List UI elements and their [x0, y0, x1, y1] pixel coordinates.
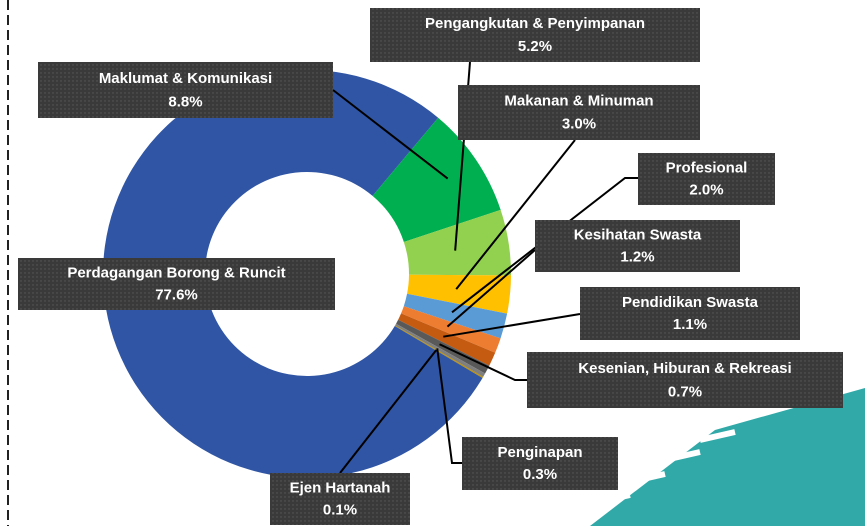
category-label: Kesenian, Hiburan & Rekreasi [578, 360, 791, 377]
leader-line [439, 343, 527, 381]
label-box [580, 287, 800, 340]
data-label: 1.2% [620, 248, 654, 265]
data-label: 77.6% [155, 286, 198, 303]
slice [103, 70, 483, 479]
slice [372, 117, 501, 242]
data-label: 1.1% [673, 316, 707, 333]
label-box [458, 85, 700, 140]
label-box [18, 258, 335, 310]
category-label: Maklumat & Komunikasi [99, 70, 272, 87]
slice [407, 274, 511, 314]
data-label: 0.3% [523, 466, 557, 483]
data-label: 5.2% [518, 38, 552, 55]
category-label: Kesihatan Swasta [574, 227, 702, 244]
slice [403, 293, 508, 339]
label-box [270, 473, 410, 525]
label-box [535, 220, 740, 272]
leader-line [443, 313, 581, 338]
label-box [638, 153, 775, 205]
slice [394, 325, 484, 378]
category-label: Pengangkutan & Penyimpanan [425, 15, 645, 32]
decor-stripes [559, 407, 769, 525]
leader-line [451, 177, 638, 314]
category-label: Perdagangan Borong & Runcit [67, 265, 285, 282]
decor [590, 388, 865, 526]
category-label: Makanan & Minuman [504, 92, 653, 109]
label-box [527, 352, 843, 408]
leader-line [339, 349, 438, 474]
data-label: 8.8% [168, 93, 202, 110]
category-label: Penginapan [497, 444, 582, 461]
data-label: 0.1% [323, 501, 357, 518]
data-label: 2.0% [689, 181, 723, 198]
label-box [38, 62, 333, 118]
slice [395, 323, 486, 377]
slice [398, 313, 496, 366]
category-label: Pendidikan Swasta [622, 294, 759, 311]
label-box [370, 8, 700, 62]
data-label: 3.0% [562, 116, 596, 133]
category-label: Ejen Hartanah [290, 480, 391, 497]
slice [401, 306, 501, 353]
category-label: Profesional [666, 160, 748, 177]
leader-line [446, 249, 536, 328]
label-box [462, 437, 618, 490]
leader-line [455, 139, 576, 290]
leader-line [332, 89, 449, 180]
leader-line [436, 348, 462, 464]
slice [403, 209, 511, 276]
data-label: 0.7% [668, 383, 702, 400]
